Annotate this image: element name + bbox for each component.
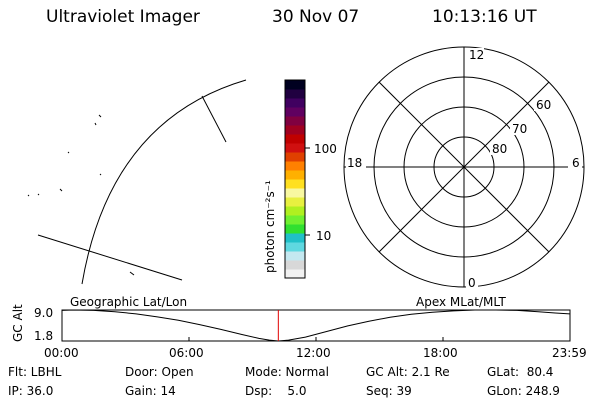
colorbar-cell	[285, 251, 305, 261]
mlt-label-6: 6	[572, 156, 580, 170]
altitude-xtick-2359: 23:59	[552, 346, 587, 360]
colorbar-cell	[285, 161, 305, 171]
geographic-panel-label: Geographic Lat/Lon	[70, 295, 188, 309]
altitude-xtick-0000: 00:00	[44, 346, 79, 360]
colorbar-cell	[285, 89, 305, 99]
colorbar-tick-100: 100	[314, 142, 337, 156]
status-mode: Mode: Normal	[245, 365, 329, 379]
colorbar-cells	[285, 80, 305, 279]
mlat-label-80: 80	[492, 142, 508, 156]
geographic-latitude-line	[37, 234, 183, 281]
colorbar-cell	[285, 134, 305, 144]
status-door: Door: Open	[125, 365, 194, 379]
altitude-xtick-1200: 12:00	[296, 346, 331, 360]
status-gc-alt: GC Alt: 2.1 Re	[366, 365, 450, 379]
colorbar-cell	[285, 179, 305, 189]
date-label: 30 Nov 07	[272, 7, 360, 27]
coastline-fragments	[27, 114, 135, 276]
colorbar-frame	[284, 79, 306, 279]
time-label: 10:13:16 UT	[432, 7, 537, 27]
altitude-xtick-1800: 18:00	[423, 346, 458, 360]
altitude-ylabel: GC Alt	[11, 304, 25, 342]
status-ip: IP: 36.0	[8, 384, 54, 398]
colorbar-cell	[285, 143, 305, 153]
colorbar-cell	[285, 233, 305, 243]
colorbar-cell	[285, 188, 305, 198]
status-glat: GLat: 80.4	[487, 365, 554, 379]
altitude-series-line	[61, 309, 570, 342]
colorbar-cell	[285, 170, 305, 180]
colorbar-cell	[285, 269, 305, 279]
mlat-label-60: 60	[536, 98, 552, 112]
colorbar-cell	[285, 242, 305, 252]
colorbar-cell	[285, 80, 305, 90]
colorbar-cell	[285, 224, 305, 234]
colorbar-cell	[285, 98, 305, 108]
mlt-label-0: 0	[468, 276, 476, 290]
colorbar-cell	[285, 152, 305, 162]
altitude-ytick-top: 9.0	[34, 306, 54, 320]
mlt-label-12: 12	[469, 48, 485, 62]
status-dsp: Dsp: 5.0	[245, 384, 307, 398]
mlt-diagonal-2	[378, 81, 550, 253]
colorbar-cell	[285, 260, 305, 270]
geographic-arc	[81, 79, 247, 285]
status-glon: GLon: 248.9	[487, 384, 560, 398]
geographic-meridian-line	[201, 95, 227, 143]
colorbar-cell	[285, 116, 305, 126]
mlt-label-18: 18	[347, 156, 363, 170]
colorbar-cell	[285, 125, 305, 135]
colorbar-cell	[285, 206, 305, 216]
status-gain: Gain: 14	[125, 384, 176, 398]
colorbar-cell	[285, 197, 305, 207]
colorbar-tick-10: 10	[316, 229, 332, 243]
apex-panel-label: Apex MLat/MLT	[416, 295, 506, 309]
colorbar-cell	[285, 107, 305, 117]
instrument-title: Ultraviolet Imager	[46, 7, 200, 27]
status-seq: Seq: 39	[366, 384, 412, 398]
altitude-xtick-0600: 06:00	[169, 346, 204, 360]
status-filter: Flt: LBHL	[8, 365, 62, 379]
mlat-label-70: 70	[512, 122, 528, 136]
colorbar-cell	[285, 215, 305, 225]
altitude-ytick-bottom: 1.8	[34, 329, 54, 343]
